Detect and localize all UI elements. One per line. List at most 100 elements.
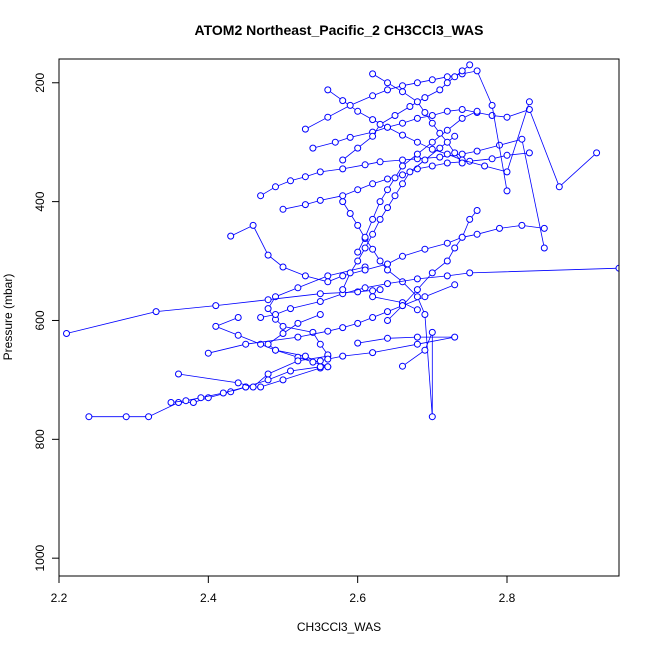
data-point-5-5 (339, 324, 347, 332)
data-point-6-4 (428, 413, 436, 421)
data-point-2-2 (182, 397, 190, 405)
data-point-15-5 (391, 112, 399, 119)
data-point-10-3 (287, 177, 294, 185)
data-point-4-1 (63, 330, 70, 337)
data-point-13-2 (339, 97, 347, 105)
data-point-16-7 (399, 162, 406, 170)
data-point-1-16 (234, 331, 242, 339)
data-point-19-5 (421, 109, 429, 116)
data-point-6-10 (369, 245, 377, 253)
data-point-3-15 (324, 272, 332, 280)
data-point-2-4 (219, 389, 227, 397)
data-point-16-2 (361, 233, 369, 241)
data-point-16-8 (413, 150, 421, 158)
data-point-12-1 (309, 144, 317, 152)
data-point-13-7 (413, 138, 421, 146)
data-point-9-17 (540, 224, 548, 232)
data-point-14-7 (413, 79, 421, 87)
data-point-9-8 (361, 266, 369, 274)
data-point-2-1 (167, 399, 175, 406)
data-point-11-13 (488, 155, 496, 163)
data-point-13-5 (384, 123, 391, 131)
data-point-9-12 (443, 239, 451, 247)
data-point-7-6 (361, 284, 369, 292)
data-point-13-1 (324, 86, 332, 94)
data-point-6-1 (399, 362, 406, 370)
data-point-10-12 (458, 150, 466, 158)
data-point-7-7 (384, 280, 391, 288)
data-point-4-7 (376, 286, 384, 294)
data-point-18-8 (466, 215, 474, 223)
data-point-6-12 (354, 221, 362, 229)
x-tick-label: 2.8 (499, 591, 516, 605)
data-point-14-13 (503, 187, 511, 195)
data-point-11-9 (413, 165, 421, 173)
data-point-7-10 (466, 269, 474, 277)
data-point-3-13 (272, 293, 279, 301)
data-point-17-5 (369, 230, 377, 238)
data-point-3-3 (249, 383, 257, 391)
data-point-16-9 (428, 138, 436, 146)
data-point-19-2 (384, 79, 391, 87)
data-point-1-17 (212, 322, 220, 330)
data-point-19-1 (369, 70, 377, 78)
data-point-19-7 (436, 129, 444, 137)
data-point-8-9 (316, 357, 324, 365)
data-point-15-2 (354, 144, 362, 152)
data-point-1-18 (234, 314, 242, 321)
data-point-6-2 (421, 346, 429, 354)
data-point-13-4 (369, 116, 377, 124)
data-point-5-2 (242, 340, 250, 348)
data-point-1-1 (85, 413, 93, 421)
data-point-11-8 (399, 171, 406, 179)
data-point-9-2 (249, 221, 257, 229)
data-point-13-11 (481, 162, 489, 170)
data-point-11-7 (384, 175, 391, 183)
data-point-17-4 (361, 244, 369, 252)
x-axis: 2.2 2.4 2.6 2.8 (51, 576, 516, 605)
data-point-2-15 (316, 311, 324, 318)
data-point-2-3 (197, 394, 205, 402)
data-point-10-15 (518, 135, 526, 143)
x-tick-label: 2.6 (349, 591, 366, 605)
data-point-11-2 (301, 201, 309, 209)
data-point-6-3 (428, 328, 436, 336)
data-point-1-2 (122, 413, 130, 421)
series-line-3 (178, 266, 366, 388)
data-point-4-5 (316, 290, 324, 298)
data-point-19-8 (443, 138, 451, 146)
data-point-13-8 (428, 145, 436, 153)
data-point-17-13 (451, 132, 459, 140)
data-point-11-11 (443, 159, 451, 167)
data-point-10-16 (540, 244, 548, 252)
data-point-10-11 (436, 153, 444, 161)
data-point-18-9 (473, 207, 481, 214)
data-point-11-6 (369, 180, 377, 188)
data-point-15-3 (369, 132, 377, 140)
data-point-11-1 (279, 205, 287, 213)
data-point-5-10 (421, 293, 429, 301)
data-point-7-4 (316, 298, 324, 305)
data-point-17-6 (376, 215, 384, 223)
data-point-10-8 (376, 158, 384, 166)
data-point-9-3 (264, 251, 272, 259)
data-point-14-5 (384, 86, 391, 94)
data-point-4-3 (212, 302, 220, 310)
data-point-15-4 (376, 120, 384, 128)
data-point-14-4 (369, 92, 377, 100)
data-point-11-10 (428, 162, 436, 170)
series-line-10 (260, 138, 545, 249)
data-point-15-12 (466, 61, 474, 69)
data-point-2-14 (294, 319, 302, 327)
data-point-17-8 (391, 192, 399, 200)
data-point-8-4 (451, 333, 459, 341)
data-point-5-1 (204, 349, 212, 357)
y-axis-label: Pressure (mbar) (1, 274, 15, 361)
data-point-8-6 (369, 349, 377, 357)
data-point-6-13 (346, 210, 354, 217)
data-point-16-3 (369, 215, 377, 223)
y-tick-label: 1000 (33, 545, 47, 572)
data-point-10-5 (316, 168, 324, 176)
y-tick-label: 400 (33, 191, 47, 211)
